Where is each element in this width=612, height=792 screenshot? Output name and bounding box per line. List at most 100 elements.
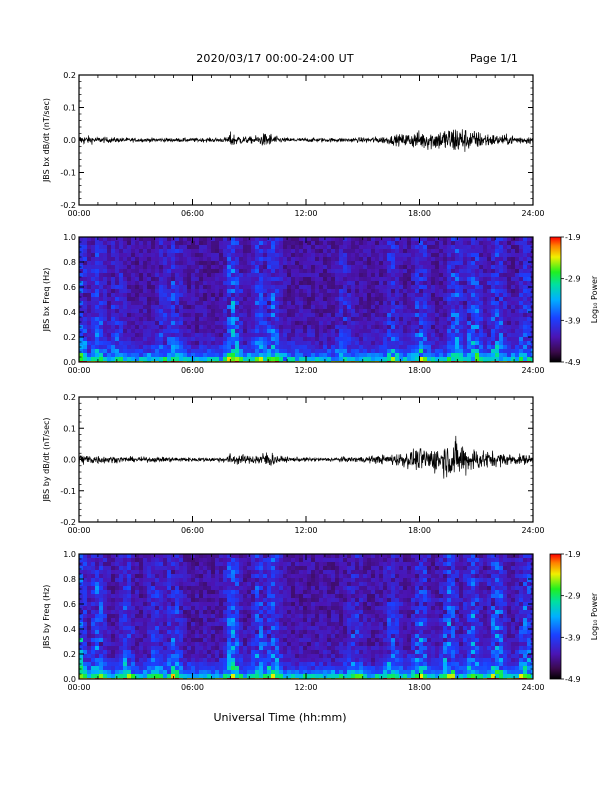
spectrogram-cell (451, 309, 455, 313)
spectrogram-cell (243, 321, 247, 325)
spectrogram-cell (159, 321, 163, 325)
spectrogram-cell (219, 345, 223, 349)
spectrogram-cell (283, 293, 287, 297)
spectrogram-cell (267, 329, 271, 333)
spectrogram-cell (83, 638, 87, 642)
spectrogram-cell (203, 237, 207, 241)
spectrogram-cell (107, 574, 111, 578)
spectrogram-cell (467, 313, 471, 317)
spectrogram-cell (487, 281, 491, 285)
spectrogram-cell (87, 558, 91, 562)
spectrogram-cell (527, 305, 531, 309)
spectrogram-cell (211, 269, 215, 273)
spectrogram-cell (107, 658, 111, 662)
spectrogram-cell (107, 670, 111, 674)
spectrogram-cell (199, 269, 203, 273)
spectrogram-cell (507, 241, 511, 245)
spectrogram-cell (95, 289, 99, 293)
spectrogram-cell (203, 562, 207, 566)
spectrogram-cell (287, 333, 291, 337)
spectrogram-cell (487, 285, 491, 289)
spectrogram-cell (423, 269, 427, 273)
spectrogram-cell (503, 305, 507, 309)
spectrogram-cell (459, 257, 463, 261)
spectrogram-cell (471, 269, 475, 273)
spectrogram-cell (371, 345, 375, 349)
spectrogram-cell (111, 277, 115, 281)
spectrogram-cell (387, 285, 391, 289)
colorbar-1 (549, 236, 562, 363)
spectrogram-cell (271, 245, 275, 249)
spectrogram-cell (219, 357, 223, 361)
spectrogram-cell (211, 245, 215, 249)
spectrogram-cell (387, 353, 391, 357)
spectrogram-cell (231, 305, 235, 309)
spectrogram-cell (259, 269, 263, 273)
spectrogram-cell (187, 353, 191, 357)
spectrogram-cell (183, 590, 187, 594)
spectrogram-cell (151, 590, 155, 594)
spectrogram-cell (139, 341, 143, 345)
spectrogram-cell (235, 249, 239, 253)
spectrogram-cell (371, 289, 375, 293)
spectrogram-cell (99, 273, 103, 277)
spectrogram-cell (431, 321, 435, 325)
spectrogram-cell (379, 297, 383, 301)
spectrogram-cell (415, 257, 419, 261)
spectrogram-cell (191, 293, 195, 297)
spectrogram-cell (187, 666, 191, 670)
spectrogram-cell (247, 341, 251, 345)
spectrogram-cell (531, 261, 533, 265)
spectrogram-cell (227, 261, 231, 265)
spectrogram-cell (447, 273, 451, 277)
spectrogram-cell (175, 646, 179, 650)
spectrogram-cell (187, 630, 191, 634)
spectrogram-cell (135, 650, 139, 654)
spectrogram-cell (331, 337, 335, 341)
spectrogram-cell (495, 349, 499, 353)
spectrogram-cell (275, 253, 279, 257)
spectrogram-cell (91, 618, 95, 622)
spectrogram-cell (99, 241, 103, 245)
spectrogram-cell (455, 353, 459, 357)
spectrogram-cell (151, 586, 155, 590)
spectrogram-cell (131, 345, 135, 349)
spectrogram-cell (175, 357, 179, 361)
spectrogram-cell (171, 321, 175, 325)
spectrogram-cell (367, 241, 371, 245)
spectrogram-cell (507, 237, 511, 241)
spectrogram-cell (343, 241, 347, 245)
spectrogram-cell (191, 670, 195, 674)
spectrogram-cell (391, 249, 395, 253)
spectrogram-cell (315, 321, 319, 325)
spectrogram-cell (223, 241, 227, 245)
spectrogram-cell (455, 297, 459, 301)
spectrogram-cell (311, 317, 315, 321)
spectrogram-cell (411, 241, 415, 245)
spectrogram-cell (147, 602, 151, 606)
spectrogram-cell (355, 305, 359, 309)
spectrogram-cell (227, 325, 231, 329)
spectrogram-cell (527, 277, 531, 281)
spectrogram-cell (299, 257, 303, 261)
spectrogram-cell (303, 293, 307, 297)
spectrogram-cell (151, 357, 155, 361)
spectrogram-cell (79, 610, 83, 614)
spectrogram-cell (79, 594, 83, 598)
spectrogram-cell (483, 293, 487, 297)
spectrogram-cell (307, 341, 311, 345)
spectrogram-cell (279, 269, 283, 273)
spectrogram-cell (395, 237, 399, 241)
spectrogram-cell (499, 349, 503, 353)
spectrogram-cell (131, 253, 135, 257)
spectrogram-cell (179, 325, 183, 329)
spectrogram-cell (195, 261, 199, 265)
spectrogram-cell (175, 626, 179, 630)
spectrogram-cell (223, 289, 227, 293)
spectrogram-cell (383, 305, 387, 309)
spectrogram-cell (195, 293, 199, 297)
spectrogram-cell (131, 333, 135, 337)
spectrogram-cell (135, 558, 139, 562)
spectrogram-cell (459, 301, 463, 305)
